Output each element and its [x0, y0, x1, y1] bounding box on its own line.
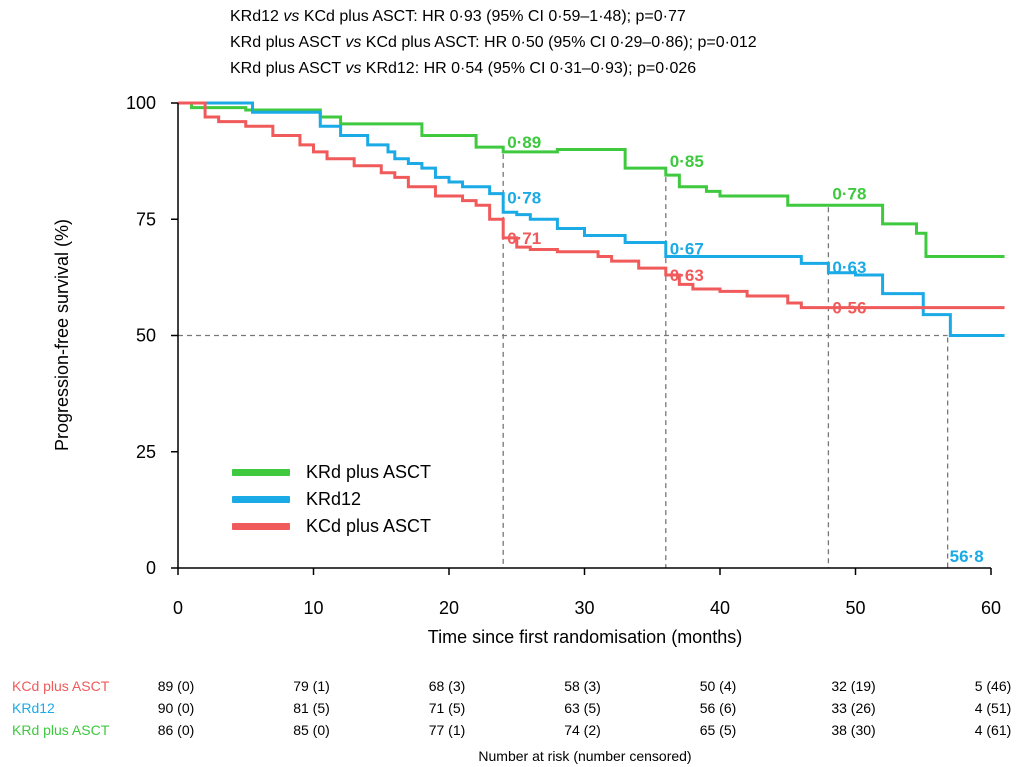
km-chart: 0 25 50 75 100 0 10 20 30 40 50 60 0·89 0·85 0·78 0·78…	[52, 93, 1005, 647]
risk-cell: 38 (30)	[831, 722, 876, 738]
legend-swatch	[232, 495, 290, 503]
risk-cell: 71 (5)	[428, 700, 466, 716]
risk-row-label: KRd12	[12, 700, 55, 716]
x-tick-label: 40	[710, 598, 730, 618]
landmark-label: 0·85	[670, 152, 704, 171]
legend-swatch	[232, 522, 290, 530]
x-axis-label: Time since first randomisation (months)	[428, 627, 742, 647]
landmark-label: 0·63	[832, 258, 866, 277]
hr-arm-a: KRd plus ASCT	[230, 60, 341, 77]
km-curve-krd-plus-asct	[178, 101, 1005, 258]
legend-label: KRd plus ASCT	[306, 461, 432, 482]
hr-vs: vs	[283, 8, 300, 25]
legend-item-kcd-asct: KCd plus ASCT	[232, 515, 431, 537]
risk-cell: 33 (26)	[831, 700, 876, 716]
landmark-label: 0·78	[507, 188, 541, 207]
hr-line-1: KRd12 vs KCd plus ASCT: HR 0·93 (95% CI …	[230, 8, 686, 26]
landmark-label: 56·8	[950, 547, 984, 566]
y-tick-label: 25	[136, 442, 156, 462]
x-tick-label: 50	[845, 598, 865, 618]
hr-vs: vs	[345, 34, 362, 51]
risk-row-label: KCd plus ASCT	[12, 678, 110, 694]
risk-cell: 58 (3)	[564, 678, 601, 694]
y-tick-label: 75	[136, 209, 156, 229]
km-curve-krd12	[178, 101, 1005, 337]
y-tick-label: 50	[136, 326, 156, 346]
x-tick-label: 0	[173, 598, 183, 618]
hr-arm-a: KRd12	[230, 8, 279, 25]
risk-cell: 4 (61)	[974, 722, 1012, 738]
hr-arm-b: KRd12: HR 0·54 (95% CI 0·31–0·93); p=0·0…	[365, 60, 697, 77]
risk-cell: 77 (1)	[428, 722, 466, 738]
risk-cell: 56 (6)	[699, 700, 737, 716]
risk-cell: 81 (5)	[293, 700, 330, 716]
y-tick-label: 100	[126, 93, 156, 113]
y-tick-label: 0	[146, 558, 156, 578]
risk-row-label: KRd plus ASCT	[12, 722, 110, 738]
risk-cell: 65 (5)	[699, 722, 737, 738]
legend-label: KRd12	[306, 488, 362, 509]
x-tick-label: 10	[303, 598, 323, 618]
risk-cell: 79 (1)	[293, 678, 330, 694]
x-tick-label: 60	[981, 598, 1001, 618]
hr-arm-a: KRd plus ASCT	[230, 34, 341, 51]
landmark-label: 0·89	[507, 133, 541, 152]
risk-cell: 32 (19)	[831, 678, 876, 694]
risk-cell: 63 (5)	[564, 700, 601, 716]
landmark-label: 0·67	[670, 239, 704, 258]
legend-swatch	[232, 468, 290, 476]
legend-item-krd12: KRd12	[232, 488, 361, 510]
risk-cell: 89 (0)	[157, 678, 195, 694]
risk-cell: 85 (0)	[293, 722, 330, 738]
landmark-label: 0·71	[507, 229, 541, 248]
risk-cell: 90 (0)	[157, 700, 195, 716]
landmark-label: 0·56	[832, 299, 866, 318]
landmark-label: 0·63	[670, 266, 704, 285]
risk-cell: 86 (0)	[157, 722, 195, 738]
hr-arm-b: KCd plus ASCT: HR 0·50 (95% CI 0·29–0·86…	[365, 34, 757, 51]
risk-table-caption: Number at risk (number censored)	[478, 748, 692, 764]
risk-cell: 68 (3)	[428, 678, 466, 694]
hr-line-3: KRd plus ASCT vs KRd12: HR 0·54 (95% CI …	[230, 60, 696, 78]
risk-cell: 4 (51)	[974, 700, 1012, 716]
hr-vs: vs	[345, 60, 362, 77]
risk-cell: 50 (4)	[699, 678, 737, 694]
x-tick-label: 20	[439, 598, 459, 618]
legend-item-krd-asct: KRd plus ASCT	[232, 461, 431, 483]
risk-cell: 5 (46)	[974, 678, 1012, 694]
risk-cell: 74 (2)	[564, 722, 601, 738]
km-curve-kcd-plus-asct	[178, 101, 1005, 310]
hr-line-2: KRd plus ASCT vs KCd plus ASCT: HR 0·50 …	[230, 34, 757, 52]
hr-arm-b: KCd plus ASCT: HR 0·93 (95% CI 0·59–1·48…	[303, 8, 686, 25]
legend-label: KCd plus ASCT	[306, 515, 432, 536]
landmark-label: 0·78	[832, 184, 866, 203]
x-tick-label: 30	[574, 598, 594, 618]
y-axis-label: Progression-free survival (%)	[52, 219, 72, 451]
